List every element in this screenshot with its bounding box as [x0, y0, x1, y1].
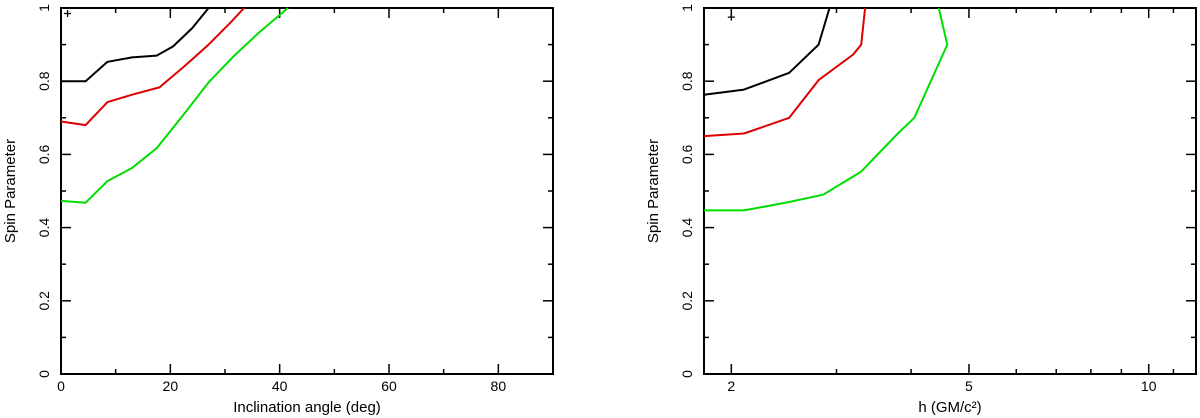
- right-panel-height: 2 5 10 0 0.2 0.4 0.6 0.8 1 h (GM/c²) Spin Paramete…: [645, 4, 1197, 416]
- x-tick-label: 40: [272, 378, 288, 394]
- contour-line-1: [61, 7, 210, 83]
- contour-line-2: [60, 7, 245, 127]
- contour-line-1: [703, 7, 831, 96]
- y-tick-label: 0.6: [36, 144, 52, 164]
- y-tick-label: 0.8: [36, 71, 52, 91]
- y-tick-label: 0.2: [36, 291, 52, 311]
- plot-frame: [703, 7, 1197, 375]
- y-tick-label: 0.8: [679, 71, 695, 91]
- y-tick-label: 0.2: [679, 291, 695, 311]
- plot-frame: [60, 7, 554, 375]
- contour-line-2: [703, 7, 867, 138]
- best-fit-marker: [727, 13, 735, 21]
- contour-line-3: [704, 7, 949, 212]
- x-tick-label: 60: [381, 378, 397, 394]
- y-tick-label: 0: [36, 370, 52, 378]
- x-axis-label: h (GM/c²): [918, 399, 981, 416]
- y-tick-label: 0.6: [679, 144, 695, 164]
- x-tick-label: 10: [1141, 378, 1157, 394]
- x-tick-label: 20: [163, 378, 179, 394]
- y-tick-label: 1: [679, 4, 695, 12]
- contour-line-3: [60, 7, 289, 204]
- x-tick-label: 5: [965, 378, 973, 394]
- y-tick-label: 0.4: [679, 218, 695, 238]
- y-tick-label: 0.4: [36, 218, 52, 238]
- y-axis-label: Spin Parameter: [2, 139, 19, 243]
- y-axis-label: Spin Parameter: [645, 139, 662, 243]
- y-tick-label: 1: [36, 4, 52, 12]
- y-tick-label: 0: [679, 370, 695, 378]
- left-panel-inclination: 0 20 40 60 80 0 0.2 0.4 0.6 0.8 1 Inclination angle…: [2, 4, 554, 416]
- x-tick-label: 2: [727, 378, 735, 394]
- x-tick-label: 80: [491, 378, 507, 394]
- x-tick-label: 0: [57, 378, 65, 394]
- best-fit-marker: [64, 9, 72, 17]
- x-axis-label: Inclination angle (deg): [233, 399, 381, 416]
